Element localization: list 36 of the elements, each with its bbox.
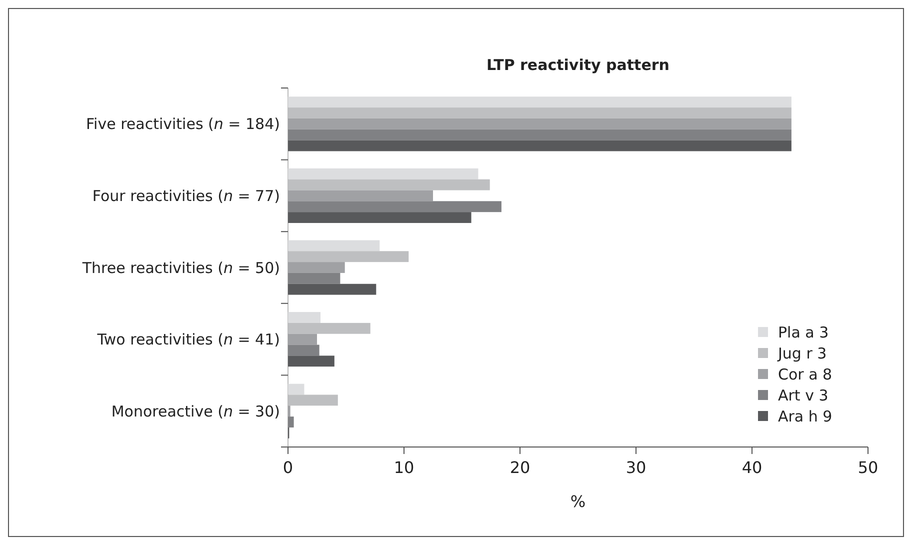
bar	[288, 201, 502, 212]
bar	[288, 272, 340, 284]
bar	[288, 96, 792, 108]
x-tick-label: 20	[510, 458, 530, 477]
bar	[288, 416, 294, 428]
x-tick-label: 30	[626, 458, 646, 477]
y-tick-label: Three reactivities (n = 50)	[81, 258, 280, 277]
y-tick-label: Five reactivities (n = 184)	[86, 115, 280, 134]
x-tick-label: 10	[394, 458, 414, 477]
x-tick-label: 0	[282, 458, 294, 477]
x-axis-title: %	[570, 492, 586, 511]
bar	[288, 344, 320, 356]
bar	[288, 284, 376, 295]
bar	[288, 240, 380, 252]
bar	[288, 334, 317, 345]
legend-label: Cor a 8	[778, 365, 832, 384]
bar	[288, 190, 433, 202]
bar	[288, 140, 792, 152]
bar	[288, 312, 320, 323]
y-tick-label: Two reactivities (n = 41)	[96, 330, 280, 349]
legend-label: Art v 3	[778, 386, 828, 404]
legend-label: Ara h 9	[778, 407, 832, 426]
chart-title: LTP reactivity pattern	[486, 56, 670, 74]
bar	[288, 384, 304, 395]
bar	[288, 118, 792, 130]
y-tick-label: Four reactivities (n = 77)	[92, 186, 280, 205]
legend-label: Jug r 3	[777, 344, 827, 362]
bar	[288, 129, 792, 140]
bar	[288, 168, 478, 180]
bar	[288, 356, 334, 367]
x-tick-label: 50	[858, 458, 878, 477]
x-tick-label: 40	[742, 458, 762, 477]
legend-label: Pla a 3	[778, 323, 829, 342]
y-tick-label: Monoreactive (n = 30)	[111, 402, 280, 420]
bar	[288, 212, 472, 223]
bar	[288, 262, 345, 273]
